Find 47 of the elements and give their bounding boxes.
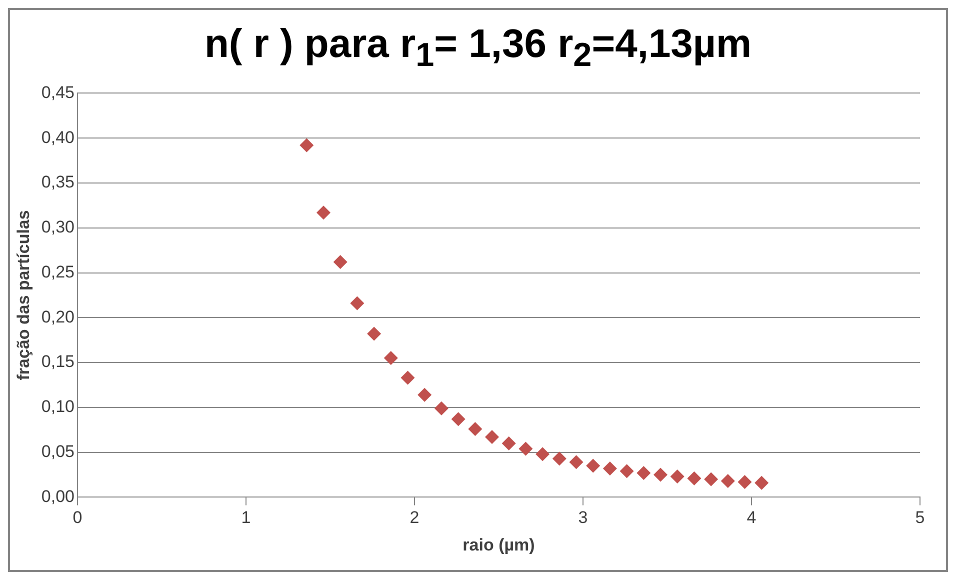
x-tick-label: 0 xyxy=(72,508,82,528)
point xyxy=(620,464,634,478)
point xyxy=(687,471,702,486)
point xyxy=(367,326,382,341)
point xyxy=(754,476,769,490)
point xyxy=(569,455,584,470)
y-tick-label: 0,25 xyxy=(41,262,74,282)
point xyxy=(720,474,735,488)
x-tick-label: 4 xyxy=(746,508,756,528)
point xyxy=(400,370,415,385)
point xyxy=(485,430,500,444)
y-tick-label: 0,05 xyxy=(41,442,74,461)
point xyxy=(316,206,330,220)
y-tick-label: 0,30 xyxy=(41,218,74,237)
point xyxy=(451,412,466,426)
x-tick-label: 1 xyxy=(241,508,251,528)
y-tick-label: 0,15 xyxy=(41,352,74,372)
x-axis-title: raio (µm) xyxy=(462,535,535,554)
point xyxy=(518,442,533,456)
point xyxy=(434,401,448,416)
point xyxy=(586,458,600,473)
x-tick-label: 3 xyxy=(578,508,588,528)
point xyxy=(502,436,516,450)
point xyxy=(300,138,314,152)
x-tick-label: 5 xyxy=(915,508,925,528)
y-tick-label: 0,10 xyxy=(41,397,74,416)
y-axis-title: fração das partículas xyxy=(14,210,33,380)
point xyxy=(552,452,566,466)
point xyxy=(333,254,348,269)
y-tick-label: 0,00 xyxy=(41,486,74,506)
point xyxy=(468,422,482,436)
point xyxy=(636,466,651,480)
point xyxy=(350,296,364,310)
point xyxy=(384,351,398,366)
point xyxy=(536,447,550,462)
chart-title: n( r ) para r$_{1}$= 1,36 r$_{2}$=4,13µm xyxy=(203,22,753,76)
point xyxy=(670,470,684,484)
x-tick-label: 2 xyxy=(410,508,420,528)
point xyxy=(418,388,432,402)
point xyxy=(738,474,752,489)
y-tick-label: 0,20 xyxy=(41,307,74,326)
point xyxy=(654,468,668,482)
y-tick-label: 0,45 xyxy=(41,82,74,102)
y-tick-label: 0,40 xyxy=(41,128,74,147)
point xyxy=(704,472,718,486)
point xyxy=(602,461,617,476)
y-tick-label: 0,35 xyxy=(41,172,74,192)
